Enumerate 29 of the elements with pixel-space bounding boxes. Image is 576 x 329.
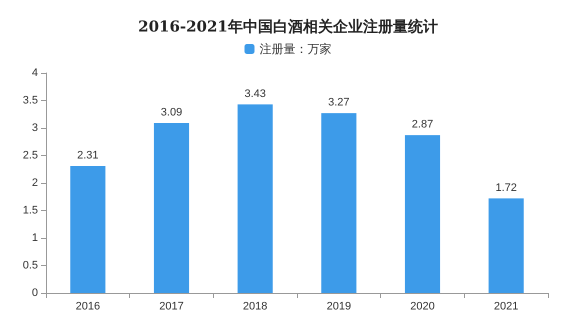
data-label: 3.43 <box>244 88 266 100</box>
x-tick-label: 2018 <box>242 300 268 312</box>
bar <box>70 166 106 293</box>
y-tick-label: 2.5 <box>22 150 38 162</box>
bar <box>488 198 524 293</box>
legend-label: 注册量：万家 <box>260 42 332 56</box>
y-tick-label: 1 <box>32 232 38 244</box>
x-tick-label: 2020 <box>410 300 435 312</box>
y-tick-label: 0.5 <box>22 260 38 272</box>
data-label: 2.31 <box>77 149 99 162</box>
x-tick-label: 2021 <box>494 300 518 312</box>
chart-title: 2016-2021年中国白酒相关企业注册量统计 <box>138 18 438 36</box>
y-tick-label: 4 <box>32 67 38 79</box>
bar <box>321 113 356 293</box>
bar <box>238 104 273 293</box>
bar <box>404 135 440 293</box>
x-tick-label: 2019 <box>326 300 352 312</box>
data-label: 3.27 <box>328 96 350 109</box>
x-tick-label: 2016 <box>76 300 100 312</box>
bar <box>154 123 190 293</box>
data-label: 3.09 <box>160 106 182 119</box>
y-tick-label: 0 <box>32 287 38 299</box>
x-tick-label: 2017 <box>159 300 184 312</box>
y-tick-label: 3 <box>32 122 38 134</box>
y-tick-label: 1.5 <box>22 204 38 216</box>
y-tick-label: 3.5 <box>22 94 38 106</box>
y-tick-label: 2 <box>32 177 38 189</box>
data-label: 1.72 <box>495 182 517 194</box>
data-label: 2.87 <box>412 118 434 131</box>
